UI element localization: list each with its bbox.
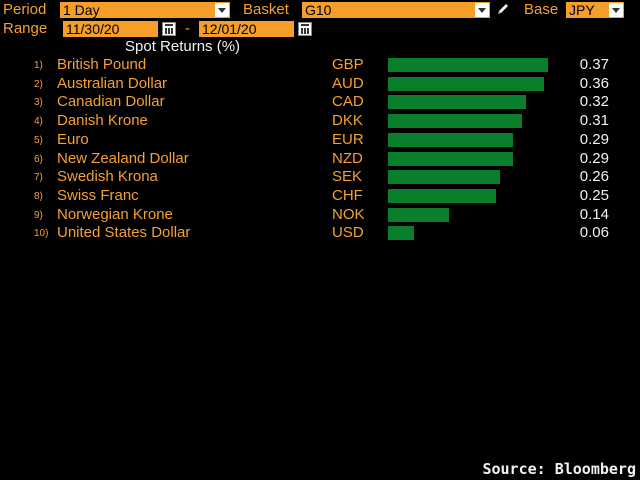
base-value: JPY bbox=[569, 2, 595, 18]
range-end-field[interactable]: 12/01/20 bbox=[199, 21, 294, 37]
return-bar bbox=[388, 207, 449, 222]
table-row[interactable]: 7) Swedish Krona SEK 0.26 bbox=[0, 168, 640, 187]
return-bar bbox=[388, 132, 513, 147]
basket-dropdown[interactable]: G10 bbox=[302, 2, 490, 18]
currency-name: Australian Dollar bbox=[57, 74, 168, 92]
row-rank: 2) bbox=[34, 78, 43, 90]
return-value: 0.32 bbox=[579, 93, 609, 111]
range-end-value: 12/01/20 bbox=[202, 21, 257, 37]
currency-code: DKK bbox=[332, 112, 363, 130]
return-value: 0.25 bbox=[579, 186, 609, 204]
return-bar bbox=[388, 58, 548, 72]
calendar-icon[interactable] bbox=[162, 22, 176, 36]
table-row[interactable]: 6) New Zealand Dollar NZD 0.29 bbox=[0, 150, 640, 169]
chart-title: Spot Returns (%) bbox=[125, 38, 241, 55]
currency-code: CHF bbox=[332, 186, 363, 204]
currency-name: Swedish Krona bbox=[57, 168, 158, 186]
table-row[interactable]: 4) Danish Krone DKK 0.31 bbox=[0, 112, 640, 131]
currency-code: NZD bbox=[332, 149, 363, 167]
period-value: 1 Day bbox=[63, 2, 100, 18]
basket-value: G10 bbox=[305, 2, 332, 18]
row-rank: 10) bbox=[34, 228, 49, 240]
currency-code: EUR bbox=[332, 130, 364, 148]
return-bar bbox=[388, 188, 496, 203]
table-row[interactable]: 2) Australian Dollar AUD 0.36 bbox=[0, 75, 640, 94]
return-value: 0.29 bbox=[579, 130, 609, 148]
period-dropdown[interactable]: 1 Day bbox=[60, 2, 230, 18]
chevron-down-icon[interactable] bbox=[475, 3, 489, 17]
return-bar bbox=[388, 114, 522, 129]
currency-name: Danish Krone bbox=[57, 112, 148, 130]
row-rank: 5) bbox=[34, 134, 43, 146]
pencil-icon[interactable] bbox=[496, 2, 510, 16]
return-value: 0.36 bbox=[579, 74, 609, 92]
currency-code: AUD bbox=[332, 74, 364, 92]
return-value: 0.31 bbox=[579, 112, 609, 130]
source-note: Source: Bloomberg bbox=[482, 460, 636, 478]
return-bar bbox=[388, 76, 544, 91]
calendar-icon[interactable] bbox=[298, 22, 312, 36]
table-row[interactable]: 10) United States Dollar USD 0.06 bbox=[0, 224, 640, 243]
return-value: 0.14 bbox=[579, 205, 609, 223]
row-rank: 9) bbox=[34, 209, 43, 221]
return-bar bbox=[388, 226, 414, 241]
return-bar bbox=[388, 95, 526, 110]
table-row[interactable]: 8) Swiss Franc CHF 0.25 bbox=[0, 187, 640, 206]
row-rank: 3) bbox=[34, 97, 43, 109]
row-rank: 7) bbox=[34, 172, 43, 184]
range-start-value: 11/30/20 bbox=[66, 21, 120, 37]
currency-code: USD bbox=[332, 224, 364, 242]
period-label: Period bbox=[3, 1, 47, 18]
row-rank: 1) bbox=[34, 60, 43, 71]
chevron-down-icon[interactable] bbox=[609, 3, 623, 17]
currency-name: United States Dollar bbox=[57, 224, 191, 242]
row-rank: 6) bbox=[34, 153, 43, 165]
chevron-down-icon[interactable] bbox=[215, 3, 229, 17]
return-value: 0.26 bbox=[579, 168, 609, 186]
range-label: Range bbox=[3, 20, 48, 37]
basket-label: Basket bbox=[243, 1, 289, 18]
return-value: 0.29 bbox=[579, 149, 609, 167]
range-start-field[interactable]: 11/30/20 bbox=[63, 21, 158, 37]
table-row[interactable]: 3) Canadian Dollar CAD 0.32 bbox=[0, 93, 640, 112]
currency-name: Norwegian Krone bbox=[57, 205, 173, 223]
currency-name: Euro bbox=[57, 130, 89, 148]
return-bar bbox=[388, 170, 500, 185]
row-rank: 8) bbox=[34, 190, 43, 202]
currency-code: NOK bbox=[332, 205, 365, 223]
currency-code: CAD bbox=[332, 93, 364, 111]
table-row[interactable]: 1) British Pound GBP 0.37 bbox=[0, 56, 640, 75]
currency-name: Swiss Franc bbox=[57, 186, 139, 204]
table-row[interactable]: 9) Norwegian Krone NOK 0.14 bbox=[0, 206, 640, 225]
currency-name: New Zealand Dollar bbox=[57, 149, 189, 167]
return-bar bbox=[388, 151, 513, 166]
currency-name: Canadian Dollar bbox=[57, 93, 165, 111]
row-rank: 4) bbox=[34, 116, 43, 128]
return-value: 0.37 bbox=[579, 56, 609, 73]
range-separator: - bbox=[185, 20, 190, 37]
table-row[interactable]: 5) Euro EUR 0.29 bbox=[0, 131, 640, 150]
currency-name: British Pound bbox=[57, 56, 147, 73]
base-label: Base bbox=[524, 1, 559, 18]
currency-code: SEK bbox=[332, 168, 363, 186]
currency-code: GBP bbox=[332, 56, 364, 73]
base-dropdown[interactable]: JPY bbox=[566, 2, 624, 18]
return-value: 0.06 bbox=[579, 224, 609, 242]
